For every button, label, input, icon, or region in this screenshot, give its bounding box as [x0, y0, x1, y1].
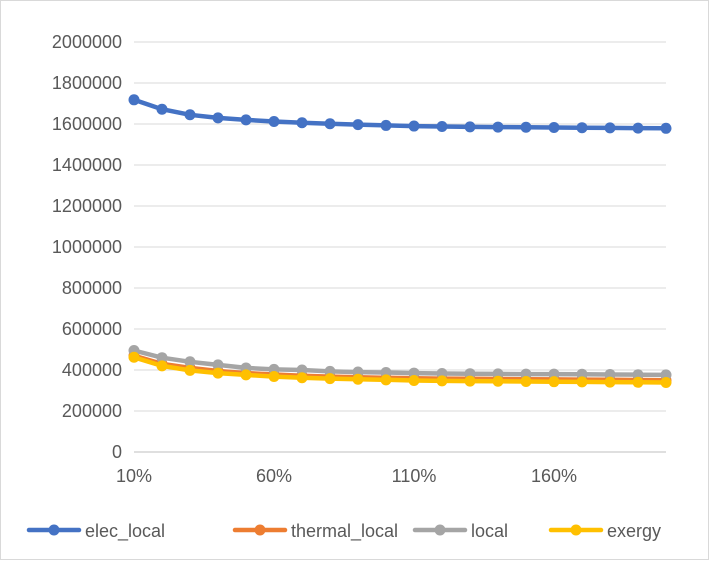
y-tick-label: 0: [112, 442, 122, 462]
y-tick-label: 600000: [62, 319, 122, 339]
data-point-exergy: [268, 371, 280, 383]
data-point-local: [548, 368, 560, 380]
y-tick-label: 1600000: [52, 114, 122, 134]
data-point-exergy: [240, 369, 252, 381]
data-point-elec-local: [324, 118, 336, 130]
data-point-exergy: [576, 376, 588, 388]
x-tick-label: 60%: [256, 466, 292, 486]
gridlines: [134, 41, 666, 453]
data-point-elec-local: [604, 122, 616, 134]
y-axis: 0 200000 400000 600000 800000 1000000 1200000 1…: [52, 32, 122, 462]
legend-item-elec-local[interactable]: elec_local: [26, 521, 165, 542]
data-point-exergy: [352, 373, 364, 385]
data-point-exergy: [324, 373, 336, 385]
y-tick-label: 1200000: [52, 196, 122, 216]
data-point-exergy: [548, 376, 560, 388]
legend-swatch-marker: [254, 524, 266, 536]
data-point-elec-local: [156, 103, 168, 115]
legend-item-exergy[interactable]: exergy: [548, 521, 661, 541]
legend-swatch-marker: [434, 524, 446, 536]
data-point-elec-local: [632, 122, 644, 134]
legend-label: elec_local: [85, 521, 165, 542]
legend-swatch-marker: [570, 524, 582, 536]
legend-label: thermal_local: [291, 521, 398, 542]
data-point-exergy: [660, 377, 672, 389]
y-tick-label: 1800000: [52, 73, 122, 93]
data-point-elec-local: [576, 122, 588, 134]
x-axis: 10% 60% 110% 160%: [116, 466, 577, 486]
y-tick-label: 800000: [62, 278, 122, 298]
data-point-local: [604, 369, 616, 381]
data-point-exergy: [380, 374, 392, 386]
data-point-elec-local: [268, 116, 280, 128]
data-point-exergy: [128, 351, 140, 363]
data-point-exergy: [464, 375, 476, 387]
data-point-local: [296, 364, 308, 376]
data-point-elec-local: [436, 120, 448, 132]
legend[interactable]: elec_local thermal_local local exergy: [26, 521, 661, 542]
data-point-exergy: [184, 364, 196, 376]
data-point-elec-local: [128, 94, 140, 106]
data-point-elec-local: [520, 121, 532, 133]
legend-item-thermal-local[interactable]: thermal_local: [232, 521, 398, 542]
data-point-elec-local: [408, 120, 420, 132]
data-point-exergy: [604, 376, 616, 388]
data-point-exergy: [212, 367, 224, 379]
data-point-exergy: [632, 376, 644, 388]
legend-label: exergy: [607, 521, 661, 541]
y-tick-label: 2000000: [52, 32, 122, 52]
data-point-elec-local: [296, 117, 308, 129]
data-point-exergy: [492, 375, 504, 387]
y-tick-label: 1000000: [52, 237, 122, 257]
data-point-elec-local: [492, 121, 504, 133]
data-point-local: [576, 368, 588, 380]
data-point-local: [212, 359, 224, 371]
data-point-local: [184, 356, 196, 368]
data-point-exergy: [520, 375, 532, 387]
data-point-elec-local: [464, 121, 476, 133]
data-point-elec-local: [352, 119, 364, 131]
legend-item-local[interactable]: local: [412, 521, 508, 541]
data-point-elec-local: [548, 121, 560, 133]
data-point-elec-local: [212, 112, 224, 124]
data-point-local: [660, 369, 672, 381]
data-point-elec-local: [380, 119, 392, 131]
data-point-elec-local: [184, 109, 196, 121]
data-point-elec-local: [660, 122, 672, 134]
x-tick-label: 10%: [116, 466, 152, 486]
series-lines: [128, 94, 672, 389]
x-tick-label: 110%: [392, 466, 437, 486]
y-tick-label: 200000: [62, 401, 122, 421]
data-point-exergy: [296, 372, 308, 384]
data-point-exergy: [156, 360, 168, 372]
legend-label: local: [471, 521, 508, 541]
data-point-local: [632, 369, 644, 381]
y-tick-label: 400000: [62, 360, 122, 380]
legend-swatch-marker: [48, 524, 60, 536]
x-tick-label: 160%: [531, 466, 577, 486]
data-point-local: [156, 352, 168, 364]
data-point-exergy: [408, 374, 420, 386]
data-point-exergy: [436, 375, 448, 387]
data-point-elec-local: [240, 114, 252, 126]
y-tick-label: 1400000: [52, 155, 122, 175]
